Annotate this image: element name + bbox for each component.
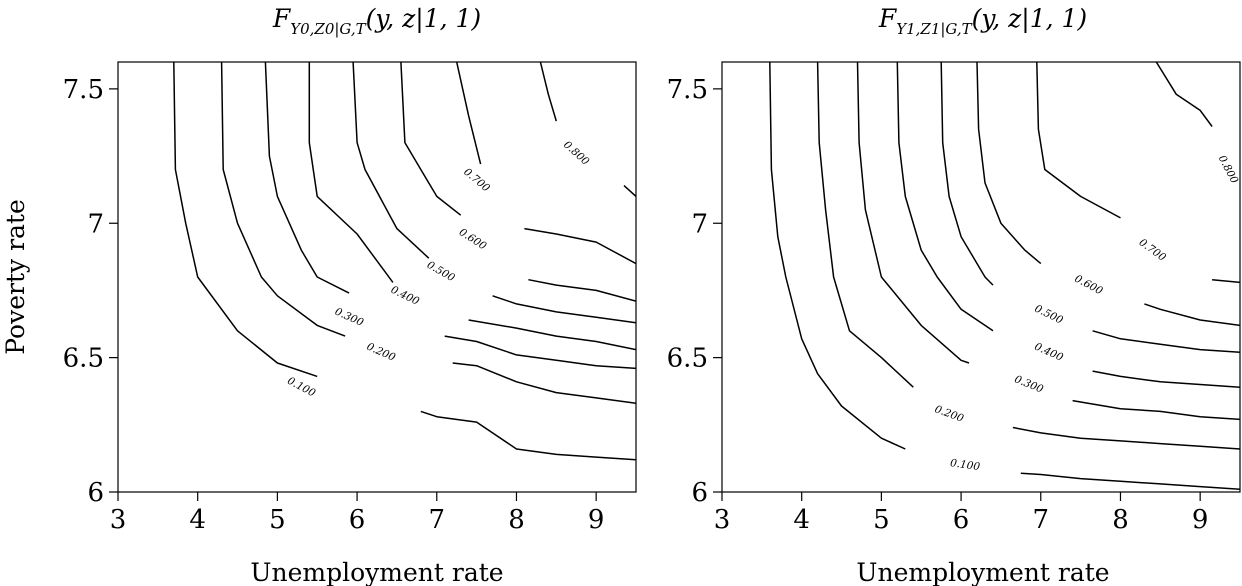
left-x-tick-label: 4	[189, 505, 206, 535]
left-x-axis-title: Unemployment rate	[250, 558, 503, 586]
contour-label-0.300: 0.300	[333, 306, 366, 329]
contour-line-0.400	[308, 62, 394, 283]
contour-line-0.200	[816, 62, 914, 388]
contour-label-0.800: 0.800	[1216, 153, 1241, 185]
right-x-tick-label: 8	[1112, 505, 1129, 535]
contour-label-0.700: 0.700	[461, 166, 492, 195]
left-plot-frame	[117, 61, 637, 493]
contour-label-0.800: 0.800	[561, 139, 592, 168]
left-y-axis-title: Poverty rate	[1, 199, 30, 355]
right-x-tick-label: 7	[1032, 505, 1049, 535]
contour-line-0.300	[856, 62, 970, 364]
right-contour-lines	[769, 62, 1240, 491]
contour-line-0.400	[1092, 370, 1240, 388]
contour-line-0.600	[528, 278, 636, 302]
left-x-tick-label: 7	[428, 505, 445, 535]
right-x-tick-label: 4	[793, 505, 810, 535]
contour-label-0.200: 0.200	[933, 403, 966, 425]
contour-line-0.400	[468, 319, 636, 351]
contour-line-0.600	[1144, 303, 1240, 327]
contour-line-0.300	[444, 335, 636, 370]
right-x-tick-label: 5	[873, 505, 890, 535]
left-plot-title: FY0,Z0|G,T(y, z|1, 1)	[272, 4, 481, 38]
contour-line-0.200	[1012, 426, 1240, 450]
contour-label-0.500: 0.500	[1033, 303, 1066, 327]
contour-label-0.500: 0.500	[425, 259, 457, 285]
left-x-tick-label: 9	[588, 505, 605, 535]
contour-line-0.500	[940, 62, 994, 286]
right-x-axis-title: Unemployment rate	[856, 558, 1109, 586]
left-x-tick-label: 8	[508, 505, 525, 535]
left-y-tick-label: 7.5	[63, 75, 104, 105]
contour-label-0.400: 0.400	[1033, 341, 1066, 364]
contour-line-0.100	[173, 62, 318, 378]
right-y-tick-label: 7.5	[667, 75, 708, 105]
contour-line-0.500	[492, 295, 636, 324]
contour-label-0.300: 0.300	[1013, 373, 1046, 396]
contour-line-0.200	[452, 362, 636, 405]
right-contour-panel: FY1,Z1|G,T(y, z|1, 1) Unemployment rate …	[667, 4, 1241, 586]
contour-line-0.800	[539, 62, 558, 122]
left-y-tick-label: 7	[87, 209, 104, 239]
left-contour-panel: FY0,Z0|G,T(y, z|1, 1) Unemployment rate …	[1, 4, 637, 586]
left-x-tick-label: 6	[349, 505, 366, 535]
right-x-tick-label: 3	[714, 505, 731, 535]
contour-label-0.100: 0.100	[285, 375, 317, 400]
contour-line-0.100	[1020, 472, 1240, 491]
left-contour-lines	[173, 62, 636, 461]
right-plot-title: FY1,Z1|G,T(y, z|1, 1)	[878, 4, 1087, 38]
left-y-tick-label: 6.5	[63, 344, 104, 374]
contour-label-0.600: 0.600	[457, 226, 489, 253]
right-x-tick-label: 6	[953, 505, 970, 535]
right-y-tick-label: 6	[691, 478, 708, 508]
contour-label-0.700: 0.700	[1137, 236, 1169, 264]
contour-line-0.500	[1092, 330, 1240, 354]
contour-line-0.700	[1036, 62, 1121, 219]
contour-label-0.400: 0.400	[389, 284, 422, 308]
contour-line-0.700	[524, 227, 636, 265]
contour-line-0.300	[264, 62, 350, 294]
left-x-tick-label: 5	[269, 505, 286, 535]
contour-line-0.300	[1072, 399, 1240, 421]
contour-line-0.800	[1155, 62, 1213, 127]
left-y-tick-label: 6	[87, 478, 104, 508]
contour-line-0.400	[896, 62, 994, 332]
contour-line-0.800	[623, 185, 636, 197]
contour-line-0.100	[420, 410, 636, 461]
contour-label-0.600: 0.600	[1072, 273, 1104, 298]
contour-line-0.200	[220, 62, 346, 337]
contour-label-0.100: 0.100	[949, 457, 981, 473]
contour-line-0.700	[1212, 278, 1240, 284]
contour-label-0.200: 0.200	[365, 341, 398, 364]
right-x-tick-label: 9	[1192, 505, 1209, 535]
contour-line-0.700	[455, 62, 482, 165]
contour-line-0.600	[976, 62, 1042, 265]
contour-line-0.600	[400, 62, 462, 216]
right-y-tick-label: 6.5	[667, 344, 708, 374]
contour-line-0.500	[352, 62, 430, 259]
left-x-tick-label: 3	[110, 505, 127, 535]
right-y-tick-label: 7	[691, 209, 708, 239]
right-plot-frame	[721, 61, 1241, 493]
contour-line-0.100	[769, 62, 906, 450]
